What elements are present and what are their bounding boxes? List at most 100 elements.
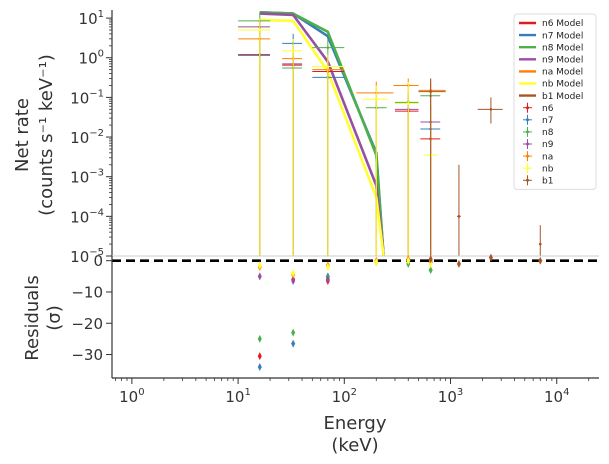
x-tick-label: 103 xyxy=(438,387,463,406)
legend-item-n9: n9 xyxy=(523,139,554,150)
y-tick-label: 10−4 xyxy=(70,207,104,226)
n8-point-2 xyxy=(282,54,303,256)
legend: n6 Model n7 Model n8 Model n9 Model na Model… xyxy=(513,13,597,190)
legend-label: na xyxy=(542,152,553,162)
nb-marker xyxy=(258,28,262,32)
nb-point-3 xyxy=(312,54,345,256)
legend-label: n7 Model xyxy=(542,31,583,41)
b1-residual-4 xyxy=(538,256,543,265)
nb-residual-2 xyxy=(291,269,296,278)
residual-points xyxy=(257,253,543,372)
legend-label: nb xyxy=(542,164,554,174)
res-y-tick-label: −30 xyxy=(71,346,103,364)
n7-point-2 xyxy=(282,33,303,256)
n6-residual-1 xyxy=(257,352,262,361)
na-point-6 xyxy=(418,78,446,256)
b1-point-3 xyxy=(477,97,503,124)
y-tick-label: 101 xyxy=(79,9,104,28)
b1-residual-2 xyxy=(456,259,461,268)
legend-item-nb-model: nb Model xyxy=(519,80,583,90)
legend-item-n7: n7 xyxy=(523,114,553,126)
x-tick-label: 101 xyxy=(225,387,250,406)
legend-swatch-marker xyxy=(526,142,529,146)
data-points xyxy=(238,12,542,256)
legend-item-n6-model: n6 Model xyxy=(519,19,583,29)
legend-item-n6: n6 xyxy=(523,102,554,114)
res-y-tick-label: −10 xyxy=(71,283,103,301)
ylabel-residuals: Residuals xyxy=(22,275,43,360)
n8-residual-1 xyxy=(257,334,262,343)
b1-residual-3 xyxy=(488,253,493,262)
legend-item-na: na xyxy=(523,151,553,162)
nb-marker xyxy=(406,102,410,105)
n9-point-2 xyxy=(282,53,303,256)
na-point-5 xyxy=(393,78,419,256)
nb-residual-6 xyxy=(428,259,433,268)
residuals-axes: 0 −10 −20 −30 100 101 102 103 104 xyxy=(71,252,599,406)
nb-marker xyxy=(374,97,378,101)
legend-label: n8 xyxy=(542,128,554,138)
nb-point-5 xyxy=(394,81,419,256)
nb-model-line xyxy=(259,18,385,256)
nb-residual-4 xyxy=(374,258,379,267)
b1-marker xyxy=(457,215,461,218)
legend-label: n6 Model xyxy=(542,19,583,29)
xlabel-energy-units: (keV) xyxy=(331,435,378,456)
b1-marker xyxy=(489,108,493,111)
res-y-tick-label: 0 xyxy=(93,252,103,270)
n8-model-line xyxy=(259,11,385,256)
legend-item-b1-model: b1 Model xyxy=(519,92,583,102)
legend-swatch-marker xyxy=(526,154,529,158)
nb-marker xyxy=(291,49,295,53)
res-y-tick-label: −20 xyxy=(71,315,103,333)
legend-item-nb: nb xyxy=(523,163,554,174)
y-tick-label: 10−5 xyxy=(70,247,104,266)
na-point-1 xyxy=(238,24,271,256)
b1-marker xyxy=(538,242,542,246)
n9-residual-3 xyxy=(325,275,330,284)
legend-label: b1 Model xyxy=(542,92,583,102)
y-tick-label: 10−3 xyxy=(70,168,104,187)
x-tick-label: 104 xyxy=(544,387,569,406)
n6-point-2 xyxy=(282,56,303,256)
n6-point-4 xyxy=(394,97,419,256)
n8-marker xyxy=(326,46,330,49)
b1-residual-1 xyxy=(428,255,433,264)
na-point-2 xyxy=(282,45,303,256)
y-tick-label: 10−1 xyxy=(70,88,104,107)
legend-item-n8: n8 xyxy=(523,126,554,138)
legend-item-b1: b1 xyxy=(523,175,553,187)
legend-item-n9-model: n9 Model xyxy=(519,56,583,66)
xlabel-energy: Energy xyxy=(323,413,386,434)
legend-swatch-marker xyxy=(526,106,529,110)
n8-residual-2 xyxy=(291,328,296,337)
n8-residual-6 xyxy=(428,266,433,275)
legend-item-n8-model: n8 Model xyxy=(519,43,583,53)
nb-point-4 xyxy=(363,85,389,256)
legend-label: b1 xyxy=(542,177,553,187)
n6-point-1 xyxy=(238,21,271,256)
n8-point-1 xyxy=(238,12,271,256)
ylabel-residuals-units: (σ) xyxy=(44,305,65,330)
legend-swatch-marker xyxy=(526,178,529,182)
legend-frame xyxy=(513,13,597,190)
legend-label: n9 xyxy=(542,140,554,150)
b1-point-4 xyxy=(538,225,542,256)
nb-residual-5 xyxy=(406,256,411,265)
legend-label: n9 Model xyxy=(542,56,583,66)
x-tick-label: 100 xyxy=(119,387,144,406)
legend-label: na Model xyxy=(542,68,583,78)
legend-swatch-marker xyxy=(526,118,529,122)
ylabel-net-rate: Net rate xyxy=(12,98,33,172)
legend-label: n8 Model xyxy=(542,43,583,53)
legend-label: n6 xyxy=(542,104,554,114)
b1-point-1 xyxy=(418,78,446,256)
n8-point-5 xyxy=(394,90,419,256)
ylabel-net-rate-units: (counts s⁻¹ keV⁻¹) xyxy=(36,54,57,216)
n9-residual-2 xyxy=(291,277,296,286)
n7-point-1 xyxy=(238,26,271,256)
n7-residual-1 xyxy=(257,363,262,372)
n7-residual-2 xyxy=(291,339,296,348)
legend-label: nb Model xyxy=(542,80,583,90)
